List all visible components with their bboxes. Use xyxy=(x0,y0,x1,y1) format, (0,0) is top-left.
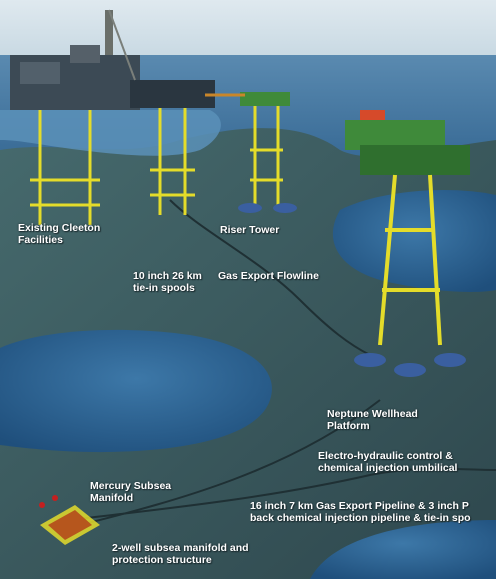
neptune-platform xyxy=(345,110,470,377)
water-pool-left xyxy=(0,329,272,453)
umbilical-label: Electro-hydraulic control & chemical inj… xyxy=(318,450,458,474)
manifold-structure-label: 2-well subsea manifold and protection st… xyxy=(112,542,249,566)
riser-tower-label: Riser Tower xyxy=(220,224,280,236)
mercury-manifold xyxy=(39,495,100,545)
neptune-label: Neptune Wellhead Platform xyxy=(327,408,418,432)
cleeton-label: Existing Cleeton Facilities xyxy=(18,222,101,246)
water-pool-bottom xyxy=(310,520,496,579)
surface-cut-cleeton xyxy=(0,110,221,156)
export-pipeline xyxy=(69,467,496,521)
pipeline-label: 16 inch 7 km Gas Export Pipeline & 3 inc… xyxy=(250,500,471,524)
riser-tower xyxy=(205,92,297,213)
umbilical-line xyxy=(79,399,381,526)
water-pool-right xyxy=(332,190,496,292)
flowline-label: Gas Export Flowline xyxy=(218,270,319,282)
cleeton-platform xyxy=(10,9,215,225)
mercury-label: Mercury Subsea Manifold xyxy=(90,480,172,504)
gas-export-flowline xyxy=(169,199,371,356)
pipelines xyxy=(69,199,496,526)
spools-label: 10 inch 26 km tie-in spools xyxy=(133,270,202,294)
